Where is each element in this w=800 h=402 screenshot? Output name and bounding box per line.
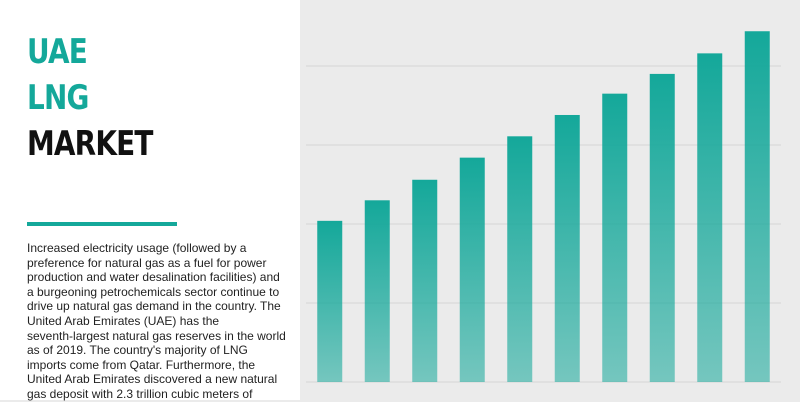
text-panel: UAE LNG MARKET Increased electricity usa… (0, 0, 300, 402)
bar (554, 114, 580, 382)
bar (602, 93, 628, 383)
bar (459, 157, 485, 382)
description-line: a burgeoning petrochemicals sector conti… (27, 284, 280, 299)
bar (697, 53, 723, 383)
description-line: gas deposit with 2.3 trillion cubic mete… (27, 386, 253, 401)
bar (744, 31, 770, 383)
description-line: United Arab Emirates (UAE) has the (27, 313, 220, 328)
title-line: UAE (27, 32, 88, 72)
description-line: Increased electricity usage (followed by… (27, 241, 247, 255)
description-line: imports come from Qatar. Furthermore, th… (27, 357, 256, 372)
description: Increased electricity usage (followed by… (27, 241, 286, 402)
description-line: seventh-largest natural gas reserves in … (27, 328, 286, 343)
description-line: preference for natural gas as a fuel for… (27, 255, 267, 270)
title-line: MARKET (27, 124, 153, 164)
bar (507, 136, 533, 382)
title-line: LNG (27, 78, 89, 118)
bar (649, 73, 675, 383)
description-line: production and water desalination facili… (27, 270, 280, 285)
description-line: drive up natural gas demand in the count… (27, 299, 281, 314)
description-line: as of 2019. The country's majority of LN… (27, 343, 248, 358)
description-line: United Arab Emirates discovered a new na… (27, 372, 278, 387)
bar (364, 200, 390, 382)
divider (27, 222, 177, 226)
bar (317, 220, 343, 382)
bar (412, 179, 438, 382)
